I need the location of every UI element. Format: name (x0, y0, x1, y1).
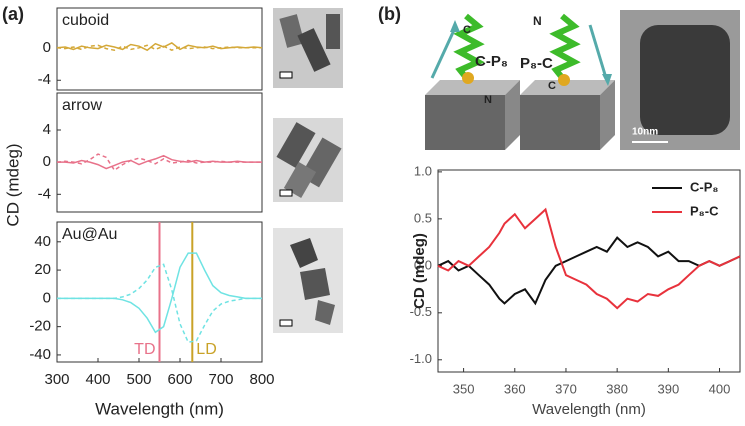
x-tick-label: 600 (167, 371, 192, 388)
cube-diagram (425, 10, 740, 150)
x-tick-label: 380 (606, 381, 628, 396)
tem-image (273, 8, 343, 88)
diagram-label: P₈-C (520, 55, 553, 72)
y-tick-label: 0 (43, 153, 51, 170)
y-tick-label: -1.0 (410, 351, 432, 366)
y-tick-label: 1.0 (414, 163, 432, 178)
y-tick-label: -4 (38, 185, 51, 202)
x-tick-label: 360 (504, 381, 526, 396)
data-line (56, 44, 262, 52)
x-axis-title: Wavelength (nm) (532, 401, 646, 418)
legend-label: C-P₈ (690, 179, 718, 194)
diagram-label: C (463, 24, 471, 36)
x-tick-label: 370 (555, 381, 577, 396)
panel-label: (b) (378, 4, 401, 24)
tem-image (273, 228, 343, 333)
x-tick-label: 390 (657, 381, 679, 396)
data-line (57, 252, 262, 334)
plot-frame (56, 92, 263, 213)
data-line (56, 153, 262, 172)
panel-annotation: Au@Au (62, 226, 117, 243)
tem-image (273, 118, 343, 202)
x-tick-label: 800 (249, 371, 274, 388)
data-line (57, 154, 262, 170)
x-tick-label: 400 (85, 371, 110, 388)
y-tick-label: 0 (43, 39, 51, 56)
panel-annotation: arrow (62, 97, 102, 114)
data-line (437, 236, 741, 306)
y-axis-title: CD (mdeg) (3, 143, 22, 226)
x-tick-label: 700 (208, 371, 233, 388)
y-tick-label: 4 (43, 121, 51, 138)
x-tick-label: 400 (709, 381, 731, 396)
y-tick-label: 20 (34, 261, 51, 278)
x-axis-title: Wavelength (nm) (95, 399, 224, 418)
data-line (56, 42, 263, 52)
diagram-label: C-P₈ (475, 53, 508, 70)
y-tick-label: -0.5 (410, 304, 432, 319)
plot-frame (56, 7, 263, 91)
panel-annotation: cuboid (62, 12, 109, 29)
plot-frame (437, 169, 741, 373)
scale-bar-label: 10nm (632, 127, 658, 138)
y-axis-title: CD (mdeg) (411, 233, 428, 309)
data-line (437, 207, 741, 310)
marker-label: TD (134, 341, 155, 358)
y-tick-label: -40 (29, 346, 51, 363)
panel-label: (a) (2, 4, 24, 24)
marker-label: LD (196, 341, 216, 358)
diagram-label: N (484, 94, 492, 106)
diagram-label: C (548, 80, 556, 92)
data-line (57, 263, 262, 344)
y-tick-label: 40 (34, 233, 51, 250)
y-tick-label: 0.0 (414, 257, 432, 272)
diagram-label: N (533, 14, 542, 28)
x-tick-label: 350 (453, 381, 475, 396)
y-tick-label: 0 (43, 289, 51, 306)
x-tick-label: 300 (44, 371, 69, 388)
x-tick-label: 500 (126, 371, 151, 388)
legend-label: P₈-C (690, 203, 719, 218)
y-tick-label: -20 (29, 318, 51, 335)
y-tick-label: -4 (38, 71, 51, 88)
y-tick-label: 0.5 (414, 210, 432, 225)
